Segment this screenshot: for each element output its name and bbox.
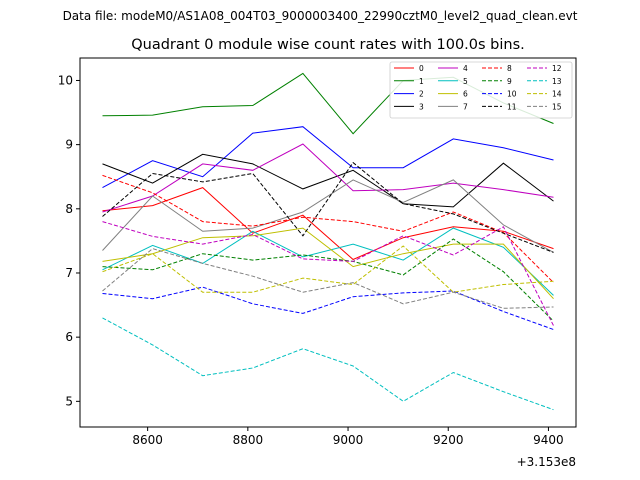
data-file-header: Data file: modeM0/AS1A08_004T03_90000034… [63, 9, 578, 23]
legend-label-13: 13 [552, 77, 562, 86]
legend-label-8: 8 [507, 64, 512, 73]
y-tick-label: 5 [65, 394, 73, 408]
series-line-8 [102, 174, 554, 283]
legend-label-5: 5 [463, 77, 468, 86]
series-lines [102, 72, 554, 411]
axis-ticks: 8600 8800 9000 9200 9400 5 6 7 8 9 10 [58, 73, 564, 447]
series-line-9 [102, 238, 554, 322]
legend-label-4: 4 [463, 64, 468, 73]
series-line-15 [102, 248, 554, 309]
legend-label-15: 15 [552, 102, 562, 111]
legend-label-6: 6 [463, 90, 468, 99]
y-tick-label: 9 [65, 138, 73, 152]
y-tick-label: 8 [65, 202, 73, 216]
series-line-7 [102, 179, 554, 253]
series-line-13 [102, 317, 554, 411]
y-tick-label: 7 [65, 266, 73, 280]
x-tick-label: 9000 [333, 433, 364, 447]
legend-label-11: 11 [507, 102, 517, 111]
legend-label-10: 10 [507, 90, 517, 99]
legend-label-1: 1 [419, 77, 424, 86]
x-tick-label: 8800 [233, 433, 264, 447]
series-line-3 [102, 153, 554, 208]
legend-box [389, 61, 573, 119]
series-line-6 [102, 227, 554, 300]
series-line-10 [102, 286, 554, 330]
legend-label-0: 0 [419, 64, 424, 73]
series-line-4 [102, 143, 554, 213]
series-line-12 [102, 221, 554, 326]
legend-label-12: 12 [552, 64, 562, 73]
legend-label-9: 9 [507, 77, 512, 86]
series-line-5 [102, 227, 554, 296]
x-tick-label: 8600 [132, 433, 163, 447]
legend-label-2: 2 [419, 90, 424, 99]
series-line-11 [102, 161, 554, 253]
chart-title: Quadrant 0 module wise count rates with … [131, 37, 525, 53]
y-tick-label: 10 [58, 73, 73, 87]
x-tick-label: 9200 [433, 433, 464, 447]
legend-label-7: 7 [463, 102, 468, 111]
series-line-0 [102, 187, 554, 261]
plot-frame [79, 57, 577, 428]
legend-label-3: 3 [419, 102, 424, 111]
legend-label-14: 14 [552, 90, 562, 99]
x-offset-label: +3.153e8 [517, 455, 576, 469]
x-tick-label: 9400 [533, 433, 564, 447]
y-tick-label: 6 [65, 330, 73, 344]
series-line-14 [102, 245, 554, 293]
